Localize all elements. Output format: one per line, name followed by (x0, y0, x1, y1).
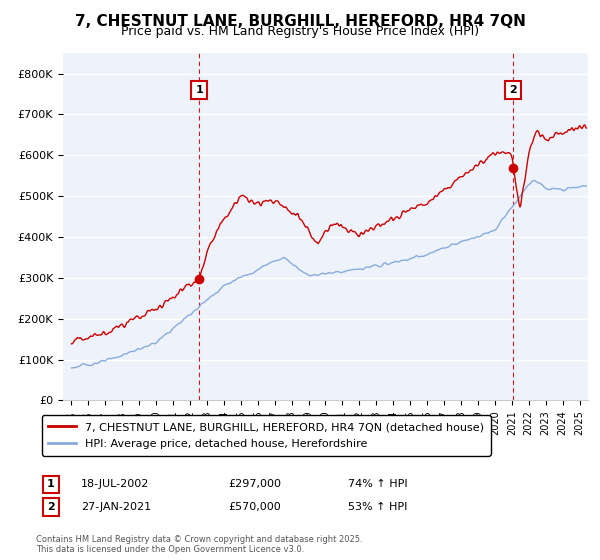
Text: 53% ↑ HPI: 53% ↑ HPI (348, 502, 407, 512)
Text: 7, CHESTNUT LANE, BURGHILL, HEREFORD, HR4 7QN: 7, CHESTNUT LANE, BURGHILL, HEREFORD, HR… (74, 14, 526, 29)
Text: Contains HM Land Registry data © Crown copyright and database right 2025.
This d: Contains HM Land Registry data © Crown c… (36, 535, 362, 554)
Text: 2: 2 (47, 502, 55, 512)
Text: Price paid vs. HM Land Registry's House Price Index (HPI): Price paid vs. HM Land Registry's House … (121, 25, 479, 38)
Text: 27-JAN-2021: 27-JAN-2021 (81, 502, 151, 512)
Legend: 7, CHESTNUT LANE, BURGHILL, HEREFORD, HR4 7QN (detached house), HPI: Average pri: 7, CHESTNUT LANE, BURGHILL, HEREFORD, HR… (41, 415, 491, 456)
Text: 74% ↑ HPI: 74% ↑ HPI (348, 479, 407, 489)
Text: 1: 1 (195, 85, 203, 95)
Text: 2: 2 (509, 85, 517, 95)
Text: 1: 1 (47, 479, 55, 489)
Text: £297,000: £297,000 (228, 479, 281, 489)
Text: 18-JUL-2002: 18-JUL-2002 (81, 479, 149, 489)
Text: £570,000: £570,000 (228, 502, 281, 512)
